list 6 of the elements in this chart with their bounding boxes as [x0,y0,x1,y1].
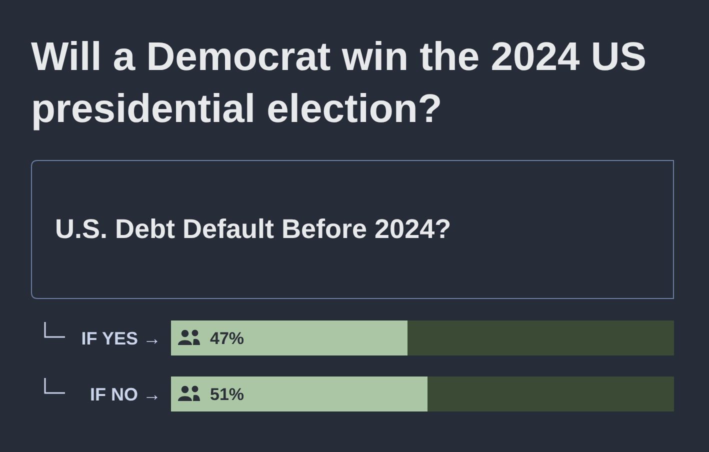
y-tick-label: IF NO → [90,384,161,404]
y-tick-label: IF YES → [81,328,161,348]
data-label: 51% [210,385,244,404]
chart-subtitle: U.S. Debt Default Before 2024? [55,214,452,244]
data-label: 47% [210,329,244,348]
chart-title: Will a Democrat win the 2024 US presidential election? [31,35,646,131]
